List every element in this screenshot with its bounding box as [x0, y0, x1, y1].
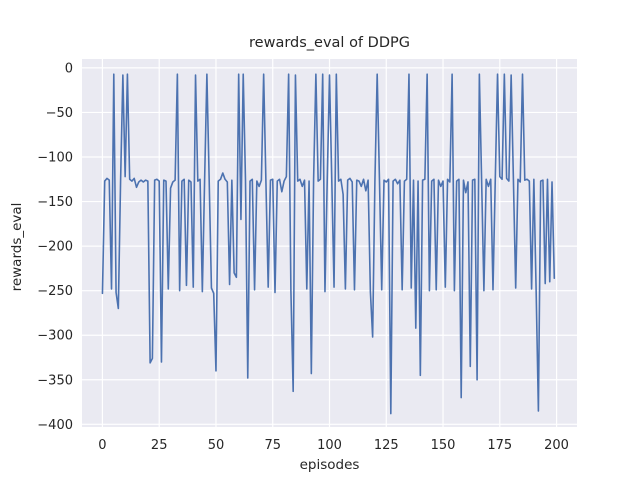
y-tick-label: 0 [65, 61, 73, 76]
y-tick-label: −100 [37, 151, 73, 166]
x-tick-label: 75 [264, 438, 281, 453]
x-axis-label: episodes [300, 457, 360, 473]
gridlines [82, 59, 577, 427]
line-series [101, 73, 556, 415]
x-tick-label: 0 [98, 438, 106, 453]
x-tick-label: 125 [374, 438, 399, 453]
x-axis-tick-labels: 0 25 50 75 100 125 150 175 200 [98, 438, 569, 453]
y-tick-label: −50 [46, 106, 73, 121]
chart-title: rewards_eval of DDPG [249, 35, 410, 51]
x-tick-label: 100 [317, 438, 342, 453]
x-tick-label: 200 [544, 438, 569, 453]
x-tick-label: 175 [487, 438, 512, 453]
x-tick-label: 25 [151, 438, 168, 453]
y-tick-label: −150 [37, 195, 73, 210]
x-tick-label: 50 [208, 438, 225, 453]
y-tick-label: −400 [37, 418, 73, 433]
y-tick-label: −250 [37, 284, 73, 299]
x-tick-label: 150 [431, 438, 456, 453]
y-tick-label: −350 [37, 373, 73, 388]
y-tick-label: −300 [37, 329, 73, 344]
reward-line [101, 73, 556, 415]
y-axis-label: rewards_eval [9, 203, 25, 292]
y-tick-label: −200 [37, 240, 73, 255]
y-axis-tick-labels: 0 −50 −100 −150 −200 −250 −300 −350 −400 [37, 61, 73, 432]
